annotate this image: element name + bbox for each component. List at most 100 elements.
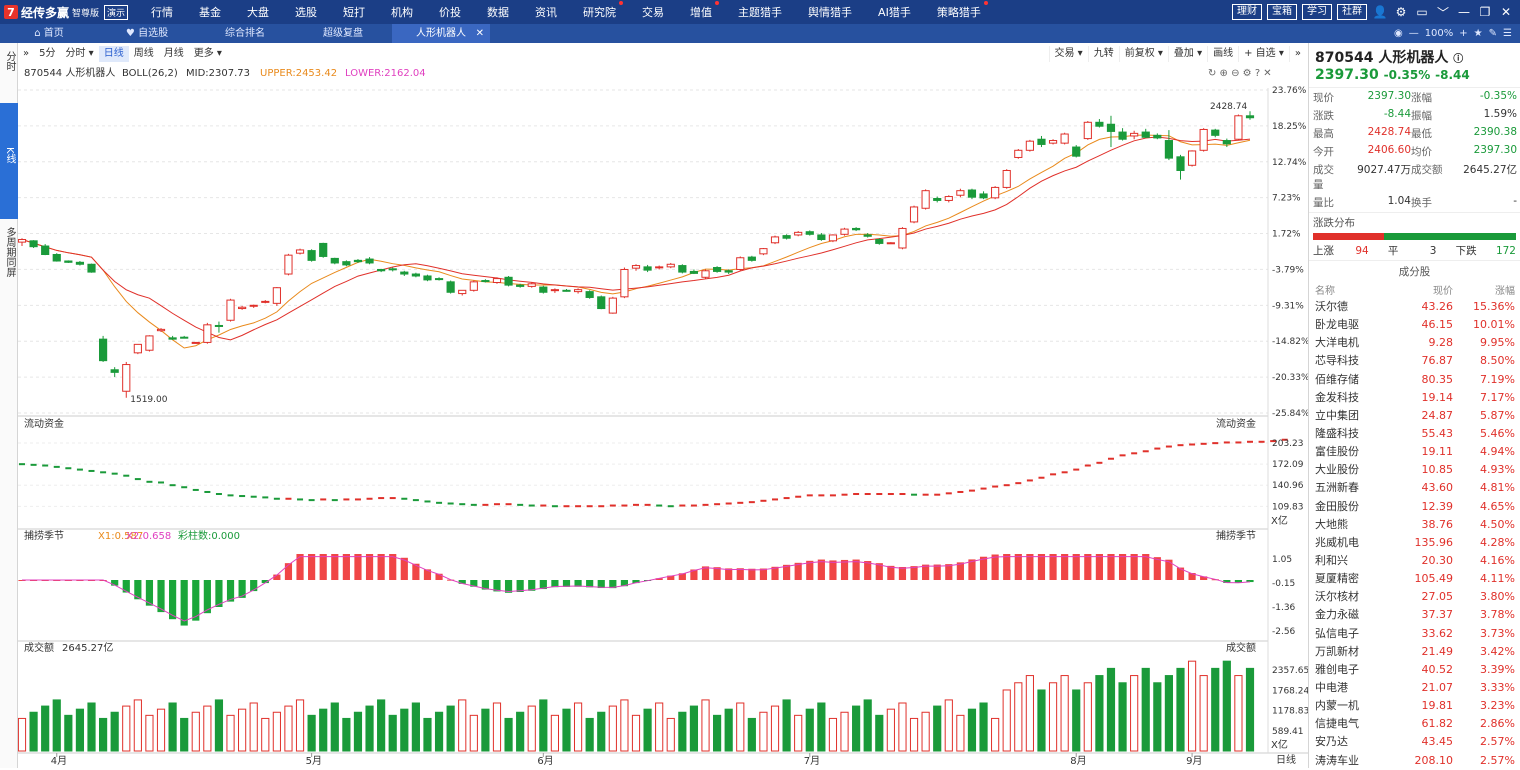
component-row[interactable]: 沃尔核材 27.05 3.80% <box>1309 588 1520 606</box>
candle[interactable] <box>1083 121 1092 140</box>
volume-bar[interactable] <box>99 717 108 752</box>
volume-bar[interactable] <box>620 699 629 752</box>
volume-bar[interactable] <box>133 699 142 752</box>
candle[interactable] <box>933 197 942 201</box>
volume-bar[interactable] <box>284 705 293 752</box>
candle[interactable] <box>1176 156 1185 171</box>
pen-icon[interactable]: ✎ <box>1488 28 1498 39</box>
volume-bar[interactable] <box>18 717 27 752</box>
volume-bar[interactable] <box>1118 682 1127 752</box>
tool-button-5[interactable]: + 自选 ▾ <box>1238 46 1289 62</box>
volume-bar[interactable] <box>226 714 235 752</box>
candle[interactable] <box>516 284 525 287</box>
candle[interactable] <box>1060 133 1069 144</box>
learn-button[interactable]: 学习 <box>1302 4 1332 20</box>
menu-item-6[interactable]: 价投 <box>426 4 474 20</box>
volume-bar[interactable] <box>272 711 281 752</box>
menu-item-2[interactable]: 大盘 <box>234 4 282 20</box>
candle[interactable] <box>852 227 861 231</box>
candle[interactable] <box>64 260 73 263</box>
candle[interactable] <box>168 337 177 340</box>
menu-item-5[interactable]: 机构 <box>378 4 426 20</box>
candle[interactable] <box>295 249 305 254</box>
candle[interactable] <box>330 257 339 264</box>
candle[interactable] <box>573 289 583 293</box>
candle[interactable] <box>620 268 629 298</box>
component-row[interactable]: 立中集团 24.87 5.87% <box>1309 407 1520 425</box>
side-tab-kline[interactable]: K线 <box>0 103 18 219</box>
component-row[interactable]: 安乃达 43.45 2.57% <box>1309 733 1520 751</box>
volume-bar[interactable] <box>828 717 838 752</box>
volume-bar[interactable] <box>1106 667 1116 752</box>
candle[interactable] <box>967 189 977 198</box>
candle[interactable] <box>434 278 444 281</box>
candle[interactable] <box>1025 140 1034 151</box>
volume-bar[interactable] <box>527 705 536 752</box>
volume-bar[interactable] <box>886 708 895 752</box>
candle[interactable] <box>87 263 96 273</box>
volume-bar[interactable] <box>875 714 884 752</box>
chevron-down-icon[interactable]: ﹀ <box>1436 5 1449 20</box>
period-button-3[interactable]: 日线 <box>98 46 129 62</box>
component-row[interactable]: 五洲新春 43.60 4.81% <box>1309 479 1520 497</box>
volume-bar[interactable] <box>782 699 791 752</box>
component-row[interactable]: 金发科技 19.14 7.17% <box>1309 389 1520 407</box>
volume-bar[interactable] <box>1234 675 1243 752</box>
menu-item-3[interactable]: 选股 <box>282 4 330 20</box>
treasure-button[interactable]: 宝箱 <box>1267 4 1297 20</box>
period-button-2[interactable]: 分时 ▾ <box>65 48 94 59</box>
candle[interactable] <box>539 286 548 293</box>
candle[interactable] <box>423 275 432 281</box>
gear-icon[interactable]: ⚙ <box>1395 5 1407 19</box>
candle[interactable] <box>643 266 652 271</box>
volume-bar[interactable] <box>87 702 96 752</box>
volume-bar[interactable] <box>1176 667 1185 752</box>
candle[interactable] <box>886 242 895 245</box>
volume-bar[interactable] <box>724 708 733 752</box>
wealth-button[interactable]: 理财 <box>1232 4 1262 20</box>
side-tab-intraday[interactable]: 分时 <box>0 43 18 103</box>
candle[interactable] <box>655 266 664 269</box>
candle[interactable] <box>1222 140 1231 145</box>
volume-bar[interactable] <box>678 711 687 752</box>
candle[interactable] <box>527 283 536 287</box>
tab-ranking[interactable]: 综合排名 <box>196 24 294 43</box>
volume-bar[interactable] <box>377 699 386 752</box>
volume-bar[interactable] <box>759 711 768 752</box>
candle[interactable] <box>724 270 733 273</box>
tab-humanoid-robot[interactable]: 人形机器人 ✕ <box>392 24 490 43</box>
candle[interactable] <box>272 287 281 304</box>
volume-bar[interactable] <box>492 702 502 752</box>
candle[interactable] <box>713 267 722 272</box>
volume-bar[interactable] <box>713 714 722 752</box>
volume-bar[interactable] <box>434 711 444 752</box>
component-row[interactable]: 弘信电子 33.62 3.73% <box>1309 625 1520 643</box>
volume-bar[interactable] <box>342 717 351 752</box>
menu-item-4[interactable]: 短打 <box>330 4 378 20</box>
volume-bar[interactable] <box>770 705 780 752</box>
candle[interactable] <box>689 270 699 274</box>
tool-button-1[interactable]: 九转 <box>1087 46 1119 62</box>
volume-bar[interactable] <box>701 699 710 752</box>
candle[interactable] <box>875 239 884 244</box>
component-row[interactable]: 隆盛科技 55.43 5.46% <box>1309 425 1520 443</box>
candle[interactable] <box>353 259 363 263</box>
candle[interactable] <box>180 336 189 339</box>
list-icon[interactable]: ☰ <box>1503 28 1512 39</box>
community-button[interactable]: 社群 <box>1337 4 1367 20</box>
candle[interactable] <box>828 234 838 242</box>
volume-bar[interactable] <box>1060 675 1069 752</box>
user-icon[interactable]: 👤 <box>1372 5 1388 19</box>
volume-bar[interactable] <box>156 708 166 752</box>
candle[interactable] <box>110 369 119 373</box>
menu-item-7[interactable]: 数据 <box>474 4 522 20</box>
candle[interactable] <box>492 278 502 283</box>
component-row[interactable]: 利和兴 20.30 4.16% <box>1309 552 1520 570</box>
volume-bar[interactable] <box>29 711 38 752</box>
restore-icon[interactable]: ❐ <box>1479 5 1491 19</box>
volume-bar[interactable] <box>944 699 953 752</box>
candle[interactable] <box>678 265 687 273</box>
candle[interactable] <box>608 297 617 314</box>
candle[interactable] <box>840 228 849 235</box>
volume-bar[interactable] <box>666 717 675 752</box>
